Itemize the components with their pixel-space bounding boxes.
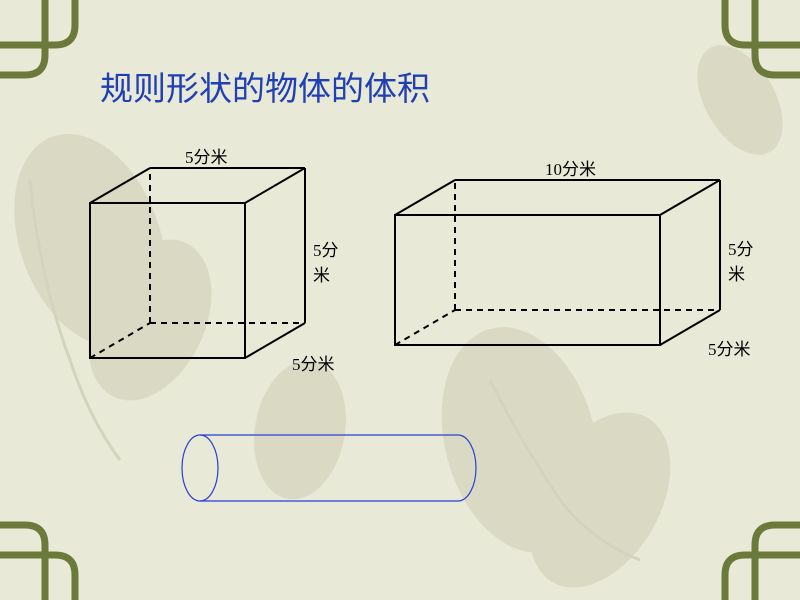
cuboid-label-right-bottom: 5分米	[708, 335, 751, 360]
cuboid-diagram: 10分米 5分米 5分米	[380, 160, 770, 395]
slide-title: 规则形状的物体的体积	[100, 62, 430, 110]
slide-container: 规则形状的物体的体积 5分米 5分米	[0, 0, 800, 600]
cube-label-right-mid: 5分米	[313, 236, 340, 286]
cube-diagram: 5分米 5分米 5分米	[70, 148, 340, 393]
cuboid-label-top: 10分米	[545, 155, 596, 180]
cuboid-label-right-mid: 5分米	[728, 235, 770, 285]
cube-label-right-bottom: 5分米	[292, 350, 335, 375]
cube-label-top: 5分米	[185, 143, 228, 168]
cylinder-diagram	[178, 430, 478, 515]
